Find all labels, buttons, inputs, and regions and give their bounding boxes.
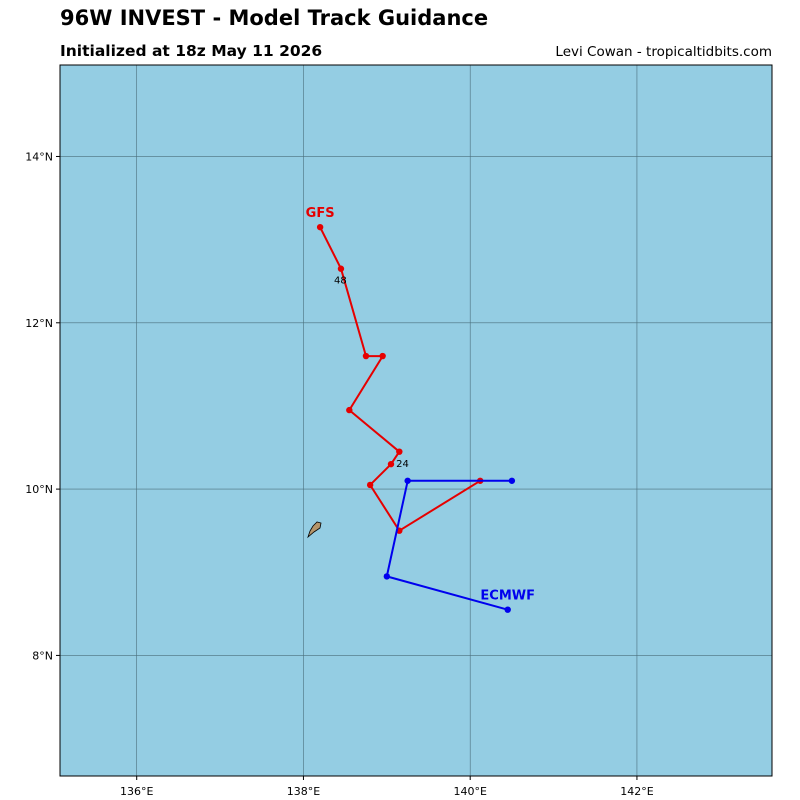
track-point: [346, 406, 353, 414]
track-point: [508, 477, 516, 484]
track-point: [337, 265, 345, 272]
track-point: [387, 460, 395, 468]
lon-tick-label: 140°E: [453, 785, 486, 798]
title: 96W INVEST - Model Track Guidance: [60, 6, 489, 30]
track-ecmwf: ECMWF: [383, 477, 535, 613]
lon-tick-label: 142°E: [620, 785, 653, 798]
track-point: [404, 477, 411, 484]
map-frame: [59, 64, 773, 777]
subtitle: Initialized at 18z May 11 2026: [60, 42, 323, 60]
credit: Levi Cowan - tropicaltidbits.com: [555, 44, 772, 60]
track-point: [316, 223, 324, 231]
lat-tick-label: 14°N: [25, 150, 53, 163]
track-point: [379, 352, 386, 360]
tracks: GFS 24 48 ECMWF: [306, 206, 535, 613]
track-name-label: ECMWF: [480, 589, 535, 604]
track-point: [396, 448, 403, 455]
lon-tick-label: 136°E: [120, 785, 153, 798]
track-point: [362, 352, 370, 360]
lat-tick-label: 8°N: [32, 649, 53, 662]
track-line: [385, 479, 512, 611]
track-line: [319, 226, 481, 532]
track-point: [504, 606, 511, 613]
axis-labels: 136°E 138°E 140°E 142°E 8°N 10°N 12°N 14°N: [25, 150, 653, 798]
ocean: [60, 65, 772, 776]
track-point: [383, 573, 391, 580]
lon-tick-label: 138°E: [287, 785, 320, 798]
forecast-hour-label: 24: [396, 459, 409, 470]
track-point: [366, 481, 374, 489]
forecast-hour-label: 48: [334, 276, 347, 287]
island: [307, 521, 322, 539]
track-name-label: GFS: [306, 206, 335, 221]
lat-tick-label: 12°N: [25, 317, 53, 330]
lat-tick-label: 10°N: [25, 483, 53, 496]
grid-lines: [60, 65, 772, 776]
